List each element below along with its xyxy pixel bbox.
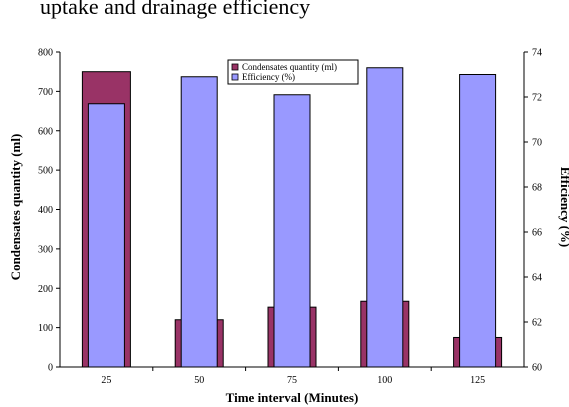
legend-swatch: [231, 73, 239, 81]
y-axis-title: Condensates quantity (ml): [8, 134, 23, 281]
y2-tick-label: 62: [532, 318, 542, 329]
y2-tick-label: 74: [532, 48, 542, 59]
y2-tick-label: 72: [532, 93, 542, 104]
y-tick-label: 100: [38, 323, 53, 334]
ticks: 0 100 200 300 400 500 600 700 800 60 62 64 66 68 70 72 7…: [38, 48, 542, 387]
y2-tick-label: 66: [532, 228, 542, 239]
x-tick-label: 50: [194, 375, 204, 386]
y-tick-label: 600: [38, 126, 53, 137]
legend-box: [227, 59, 359, 85]
x-tick-label: 25: [101, 375, 111, 386]
legend-label: Efficiency (%): [242, 72, 295, 82]
x-tick-label: 100: [377, 375, 392, 386]
bar-efficiency: [366, 67, 404, 368]
y2-tick-label: 64: [532, 273, 542, 284]
y-tick-label: 0: [48, 363, 53, 374]
y-tick-label: 400: [38, 205, 53, 216]
x-tick-label: 75: [287, 375, 297, 386]
y-tick-label: 700: [38, 87, 53, 98]
x-axis-title: Time interval (Minutes): [226, 390, 359, 405]
legend-swatch: [231, 63, 239, 71]
bars: [81, 67, 503, 368]
y-tick-label: 500: [38, 166, 53, 177]
bar-efficiency: [273, 94, 311, 368]
bar-efficiency: [180, 76, 218, 368]
legend-label: Condensates quantity (ml): [242, 62, 337, 72]
y2-tick-label: 60: [532, 363, 542, 374]
y-tick-label: 800: [38, 48, 53, 59]
bar-efficiency: [87, 103, 125, 368]
y-tick-label: 300: [38, 244, 53, 255]
legend: Condensates quantity (ml)Efficiency (%): [227, 59, 359, 85]
bar-efficiency: [459, 74, 497, 368]
y2-axis-title: Efficiency (%): [558, 167, 569, 248]
x-tick-label: 125: [470, 375, 485, 386]
y-tick-label: 200: [38, 284, 53, 295]
y2-tick-label: 68: [532, 183, 542, 194]
y2-tick-label: 70: [532, 138, 542, 149]
